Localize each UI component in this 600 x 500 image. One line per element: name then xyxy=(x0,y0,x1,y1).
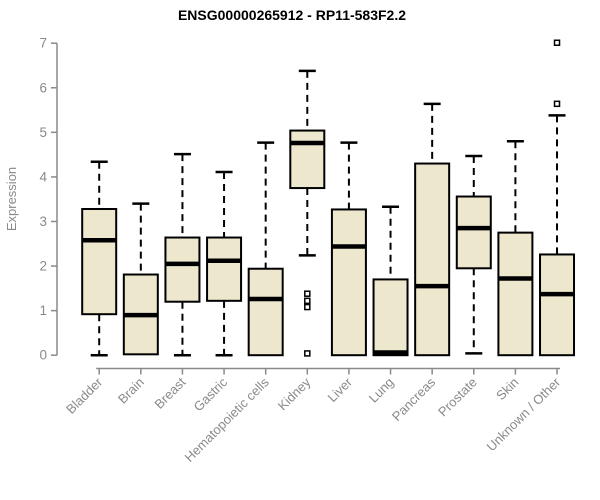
iqr-box xyxy=(455,195,492,270)
y-tick-label: 0 xyxy=(39,348,47,363)
outlier-point xyxy=(553,39,561,47)
box-skin xyxy=(497,140,534,357)
x-tick-label: Lung xyxy=(366,375,397,406)
chart-title: ENSG00000265912 - RP11-583F2.2 xyxy=(178,7,406,23)
y-tick-label: 4 xyxy=(39,169,47,184)
y-tick-label: 2 xyxy=(39,259,47,274)
iqr-box xyxy=(330,208,367,357)
outlier-point xyxy=(304,297,311,305)
outlier-point xyxy=(304,303,311,311)
box-hematopoietic-cells xyxy=(247,141,284,357)
outlier-point xyxy=(553,100,561,108)
iqr-box xyxy=(414,162,451,357)
box-prostate xyxy=(455,154,492,355)
y-tick-label: 7 xyxy=(39,36,47,51)
iqr-box xyxy=(206,236,243,302)
box-breast xyxy=(164,152,201,357)
box-kidney xyxy=(289,69,326,357)
x-tick-label: Gastric xyxy=(190,374,230,414)
iqr-box xyxy=(81,208,118,316)
box-liver xyxy=(330,141,367,357)
x-tick-label: Brain xyxy=(115,375,147,407)
iqr-box xyxy=(539,253,576,357)
iqr-box xyxy=(247,267,284,357)
y-axis: 0 1 2 3 4 5 6 7 xyxy=(39,36,58,363)
box-unknown-other xyxy=(539,39,576,357)
boxplot-series xyxy=(81,39,576,357)
iqr-box xyxy=(164,236,201,303)
x-tick-label: Kidney xyxy=(275,374,314,413)
iqr-box xyxy=(497,231,534,357)
y-tick-label: 3 xyxy=(39,214,47,229)
y-tick-label: 1 xyxy=(39,303,47,318)
x-tick-label: Skin xyxy=(493,375,521,403)
box-pancreas xyxy=(414,102,451,357)
box-gastric xyxy=(206,170,243,357)
y-axis-label: Expression xyxy=(4,167,19,231)
iqr-box xyxy=(372,278,409,357)
x-tick-label: Pancreas xyxy=(389,374,439,424)
iqr-box xyxy=(289,129,326,190)
x-tick-label: Breast xyxy=(151,374,188,411)
x-tick-label: Liver xyxy=(325,374,356,405)
box-bladder xyxy=(81,160,118,357)
box-brain xyxy=(122,202,159,356)
box-lung xyxy=(372,205,409,357)
x-tick-label: Bladder xyxy=(63,374,106,417)
x-tick-label: Prostate xyxy=(435,375,480,420)
y-tick-label: 6 xyxy=(39,80,47,95)
y-tick-label: 5 xyxy=(39,125,47,140)
outlier-point xyxy=(304,350,311,357)
outlier-point xyxy=(304,290,311,297)
x-tick-label: Unknown / Other xyxy=(484,374,564,454)
